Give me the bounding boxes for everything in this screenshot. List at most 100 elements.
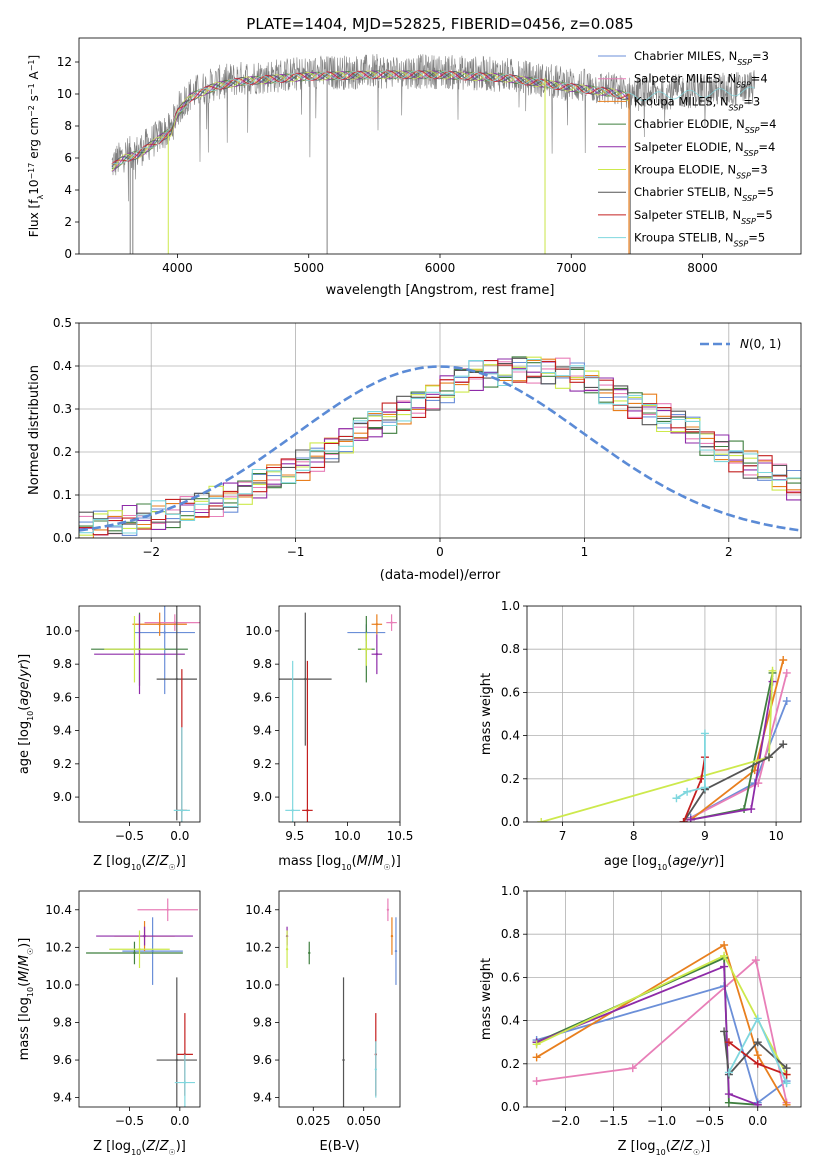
y-tick-label: 1.0 [501, 599, 520, 613]
series-marker [764, 753, 773, 762]
y-tick-label: 0.4 [53, 359, 72, 373]
y-tick-label: 9.8 [253, 1015, 272, 1029]
y-tick-label: 0.4 [501, 729, 520, 743]
model-line [111, 70, 630, 168]
mass-weight-vs-age-axes: 7 8 9 10 0.0 0.2 0.4 0.6 0.8 1.0 age [log10(age/yr… [479, 599, 802, 872]
legend-entry: Salpeter MILES, NSSP=4 [634, 72, 768, 90]
y-tick-label: 9.6 [53, 1053, 72, 1067]
data-point [394, 949, 398, 953]
series-marker [724, 1038, 733, 1047]
histogram-step [79, 360, 801, 536]
series-line [723, 1031, 788, 1077]
data-point [285, 948, 289, 951]
x-tick-label: 8 [630, 829, 638, 843]
y-tick-label: 10.4 [245, 903, 272, 917]
x-tick-label: 0 [436, 545, 444, 559]
age-vs-metallicity-plot-area [91, 606, 200, 822]
axes-frame [526, 605, 802, 823]
y-tick-label: 8 [64, 119, 72, 133]
legend-entry: Salpeter ELODIE, NSSP=4 [634, 140, 775, 158]
data-point [390, 621, 393, 624]
x-tick-label: −1 [287, 545, 305, 559]
x-tick-label: 7 [559, 829, 567, 843]
x-tick-label: 10.0 [334, 829, 361, 843]
y-tick-label: 9.6 [253, 690, 272, 704]
x-tick-label: 5000 [293, 261, 324, 275]
y-tick-label: 10.0 [245, 978, 272, 992]
data-point [158, 623, 161, 626]
mass-vs-metallicity-axes: −0.5 0.0 9.4 9.6 9.8 10.0 10.2 10.4 Z [log10(Z/Z… [17, 890, 201, 1157]
x-tick-label: 7000 [556, 261, 587, 275]
x-axis-label: age [log10(age/yr)] [604, 854, 724, 872]
y-tick-label: 0.0 [501, 815, 520, 829]
x-tick-label: 0.050 [347, 1114, 381, 1128]
x-tick-label: 6000 [425, 261, 456, 275]
y-tick-label: 0 [64, 247, 72, 261]
series-marker [782, 1100, 791, 1107]
y-tick-label: 0.1 [53, 488, 72, 502]
legend-entry: Salpeter STELIB, NSSP=5 [634, 208, 773, 226]
x-tick-label: −1.5 [599, 1114, 628, 1128]
data-point [304, 677, 307, 681]
y-tick-label: 2 [64, 215, 72, 229]
axes-frame [278, 890, 401, 1108]
axes-frame [78, 890, 201, 1108]
y-tick-label: 10.2 [45, 940, 72, 954]
x-tick-label: 4000 [162, 261, 193, 275]
data-point [166, 908, 169, 911]
y-tick-label: 10 [57, 87, 72, 101]
series-marker [532, 1040, 541, 1049]
series-marker [751, 956, 760, 965]
y-axis-label: Flux [fλ10−17 erg cm−2 s−1 A−1] [27, 55, 45, 237]
x-tick-label: 9 [701, 829, 709, 843]
x-tick-label: 10 [768, 829, 783, 843]
axes-layer: 4000 5000 6000 7000 8000024681012wavelength … [17, 37, 802, 1157]
normal-curve [79, 365, 801, 532]
data-point [138, 652, 141, 656]
x-tick-label: 8000 [687, 261, 718, 275]
x-tick-label: −0.5 [115, 1114, 144, 1128]
data-point [143, 934, 146, 938]
mass-weight-vs-metallicity-plot-area [527, 891, 801, 1107]
y-tick-label: 0.3 [53, 402, 72, 416]
data-point [291, 809, 294, 812]
y-axis-label: age [log10(age/yr)] [17, 654, 35, 774]
data-point [133, 951, 136, 955]
data-point [308, 951, 311, 955]
y-tick-label: 9.4 [53, 1091, 72, 1105]
legend-entry: Kroupa STELIB, NSSP=5 [634, 231, 765, 249]
histogram-step [79, 357, 801, 534]
series-marker [782, 1070, 791, 1079]
y-tick-label: 0.4 [501, 1014, 520, 1028]
y-tick-label: 4 [64, 183, 72, 197]
x-tick-label: −2.0 [551, 1114, 580, 1128]
series-marker [720, 962, 729, 971]
series-marker [720, 951, 729, 960]
legend-entry: Kroupa ELODIE, NSSP=3 [634, 163, 768, 181]
x-axis-label: (data-model)/error [380, 568, 501, 583]
legend-entry: N(0, 1) [740, 337, 781, 351]
x-axis-label: Z [log10(Z/Z☉)] [618, 1139, 711, 1157]
y-tick-label: 0.2 [501, 772, 520, 786]
residual-histogram-plot-area [79, 323, 801, 538]
series-marker [720, 1027, 729, 1036]
series-marker [724, 1068, 733, 1077]
residual-histogram-axes: −2 −1 0 1 2 0.0 0.1 0.2 0.3 0.4 0.5 (data-model)/er… [27, 316, 802, 583]
series-marker [679, 818, 688, 822]
data-point [375, 623, 379, 626]
data-point [386, 908, 390, 911]
axes-frame [78, 605, 201, 823]
y-tick-label: 0.0 [501, 1100, 520, 1114]
age-vs-mass-axes: 9.5 10.0 10.5 9.0 9.2 9.4 9.6 9.8 10.0 mass [log1… [245, 605, 413, 872]
data-point [151, 949, 154, 953]
y-tick-label: 10.4 [45, 903, 72, 917]
legend-entry: Chabrier MILES, NSSP=3 [634, 49, 769, 67]
data-point [173, 621, 176, 624]
series-line [536, 958, 788, 1103]
x-tick-label: 0.025 [296, 1114, 330, 1128]
y-tick-label: 0.8 [501, 642, 520, 656]
series-marker [532, 1053, 541, 1062]
data-point [180, 809, 184, 812]
model-line [111, 70, 755, 165]
